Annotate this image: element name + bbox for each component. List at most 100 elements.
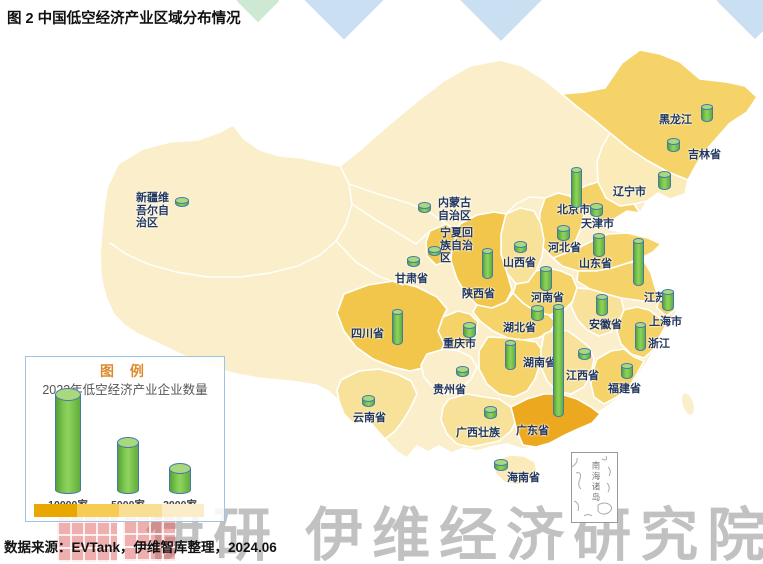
province-label: 辽宁市 [613,186,646,198]
province-bar-cap [427,245,441,253]
province-bar-cap [701,104,713,110]
legend-bar-cap [55,387,81,401]
province-bar [513,244,527,253]
province-label: 山东省 [579,258,612,270]
province-bar-cap [662,289,674,295]
province-bar-cap [483,405,497,413]
province-label: 江西省 [566,370,599,382]
province-label: 山西省 [503,257,536,269]
province-bar [657,174,671,190]
province-bar [427,249,441,256]
border-tibet-qinghai [335,240,404,286]
province-bar [540,269,552,291]
legend-bar [117,442,139,494]
province-label: 福建省 [608,383,641,395]
province-bar-cap [455,365,469,373]
legend-color-scale [34,504,204,517]
province-bar [596,297,608,316]
province-bar-cap [589,202,603,210]
legend-bar [169,468,191,494]
province-label: 湖北省 [503,322,536,334]
province-bar [632,241,644,286]
island-taiwan [680,391,696,417]
province-guangxi [440,393,518,448]
province-bar-cap [481,248,493,254]
province-bar-cap [175,196,189,204]
province-label: 宁夏回 族自治 区 [440,227,473,264]
province-bar [552,307,564,417]
province-label: 天津市 [581,218,614,230]
province-label: 浙江 [648,338,670,350]
province-bar-cap [666,137,680,145]
province-bar [494,462,508,471]
province-guizhou [420,348,478,395]
province-bar-cap [577,347,591,355]
province-bar-cap [494,458,508,466]
province-bar [417,205,431,213]
province-bar-cap [513,240,527,248]
watermark-text: 伊研 伊维经济研究院 [146,503,763,564]
province-guangdong [510,393,601,448]
legend-gradient-segment [76,504,119,517]
province-bar [634,325,646,351]
province-label: 上海市 [649,316,682,328]
province-bar [175,200,189,207]
province-bar-cap [504,340,516,346]
legend-bar-cap [117,436,139,448]
province-label: 四川省 [351,328,384,340]
province-label: 江苏 [644,292,666,304]
province-label: 贵州省 [433,384,466,396]
legend-subtitle: 2023年低空经济产业企业数量 [42,383,208,397]
province-bar [593,236,605,257]
province-label: 内蒙古 自治区 [438,197,471,222]
province-bar [504,343,516,370]
figure-title: 图 2 中国低空经济产业区域分布情况 [7,11,241,27]
province-bar-cap [596,294,608,300]
border-innermongolia-east [505,196,546,215]
province-bar-cap [634,322,646,328]
province-bar-cap [462,321,476,329]
province-bar [666,141,680,152]
province-bar [589,206,603,217]
legend-gradient-segment [119,504,162,517]
watermark-red-seal [57,514,117,562]
province-label: 湖南省 [523,357,556,369]
province-label: 黑龙江 [659,114,692,126]
province-label: 广西壮族 [456,427,500,439]
south-china-sea-inset: 南海诸岛 [571,452,618,523]
province-bar-cap [406,255,420,263]
province-label: 海南省 [507,472,540,484]
province-bar [455,369,469,377]
province-bar-cap [540,266,552,272]
province-bar [621,366,633,379]
province-label: 陕西省 [462,288,495,300]
province-bar [701,107,713,122]
province-yunnan [336,368,418,440]
watermark-red-seal [123,517,175,561]
province-bar [577,351,591,360]
inset-label: 南海诸岛 [591,461,601,503]
province-label: 河北省 [548,242,581,254]
border-gansu-corridor [351,203,431,245]
province-bar [483,409,497,419]
province-label: 吉林省 [688,149,721,161]
province-label: 广东省 [516,425,549,437]
province-bar-cap [657,170,671,178]
legend-gradient-segment [34,504,77,517]
province-bar [570,170,582,208]
province-bar [481,251,493,279]
province-label: 北京市 [557,204,590,216]
province-label: 甘肃省 [395,273,428,285]
data-source-note: 数据来源：EVTank，伊维智库整理，2024.06 [4,540,277,555]
province-bar-cap [361,394,375,402]
province-bar [391,312,403,345]
province-bar-cap [391,309,403,315]
province-label: 河南省 [531,292,564,304]
legend-bar-cap [169,462,191,474]
province-bar [662,292,674,311]
legend-title: 图 例 [100,363,150,379]
legend-bar [55,394,81,494]
legend-gradient-segment [161,504,204,517]
